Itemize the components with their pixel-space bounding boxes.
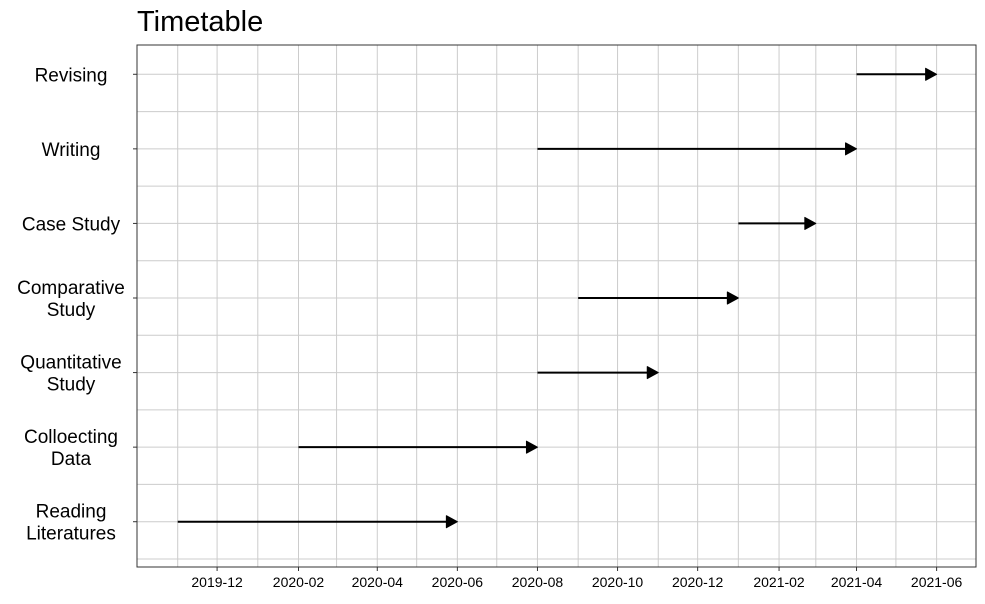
x-tick-label: 2020-12 (672, 574, 724, 590)
x-tick-label: 2020-04 (352, 574, 404, 590)
y-task-label: Colloecting Data (24, 427, 118, 470)
y-task-label: Case Study (22, 214, 121, 235)
x-tick-label: 2021-04 (831, 574, 883, 590)
task-arrow-head (646, 366, 659, 380)
y-task-label: Writing (42, 140, 101, 161)
y-task-label: Comparative Study (17, 278, 125, 321)
plot-border (136, 44, 977, 568)
y-task-label: Quantitative Study (20, 353, 121, 396)
y-task-label: Reading Literatures (26, 502, 116, 545)
task-arrow-head (525, 440, 538, 454)
task-arrow-head (804, 216, 817, 230)
task-arrow-head (726, 291, 739, 305)
task-arrows (177, 67, 938, 529)
x-tick-label: 2020-06 (432, 574, 484, 590)
x-tick-label: 2021-02 (753, 574, 805, 590)
x-tick-label: 2020-02 (273, 574, 325, 590)
task-arrow-head (445, 515, 458, 529)
task-arrow-head (925, 67, 938, 81)
x-tick-label: 2021-06 (911, 574, 963, 590)
grid-lines (137, 45, 976, 567)
y-task-label: Revising (35, 65, 108, 86)
x-tick-label: 2020-10 (592, 574, 644, 590)
x-tick-label: 2019-12 (191, 574, 243, 590)
x-tick-label: 2020-08 (512, 574, 564, 590)
task-arrow-head (845, 142, 858, 156)
chart-title: Timetable (137, 6, 263, 38)
axis-labels: 2019-12 2020-02 2020-04 2020-06 2020-08 2020-… (17, 65, 962, 590)
